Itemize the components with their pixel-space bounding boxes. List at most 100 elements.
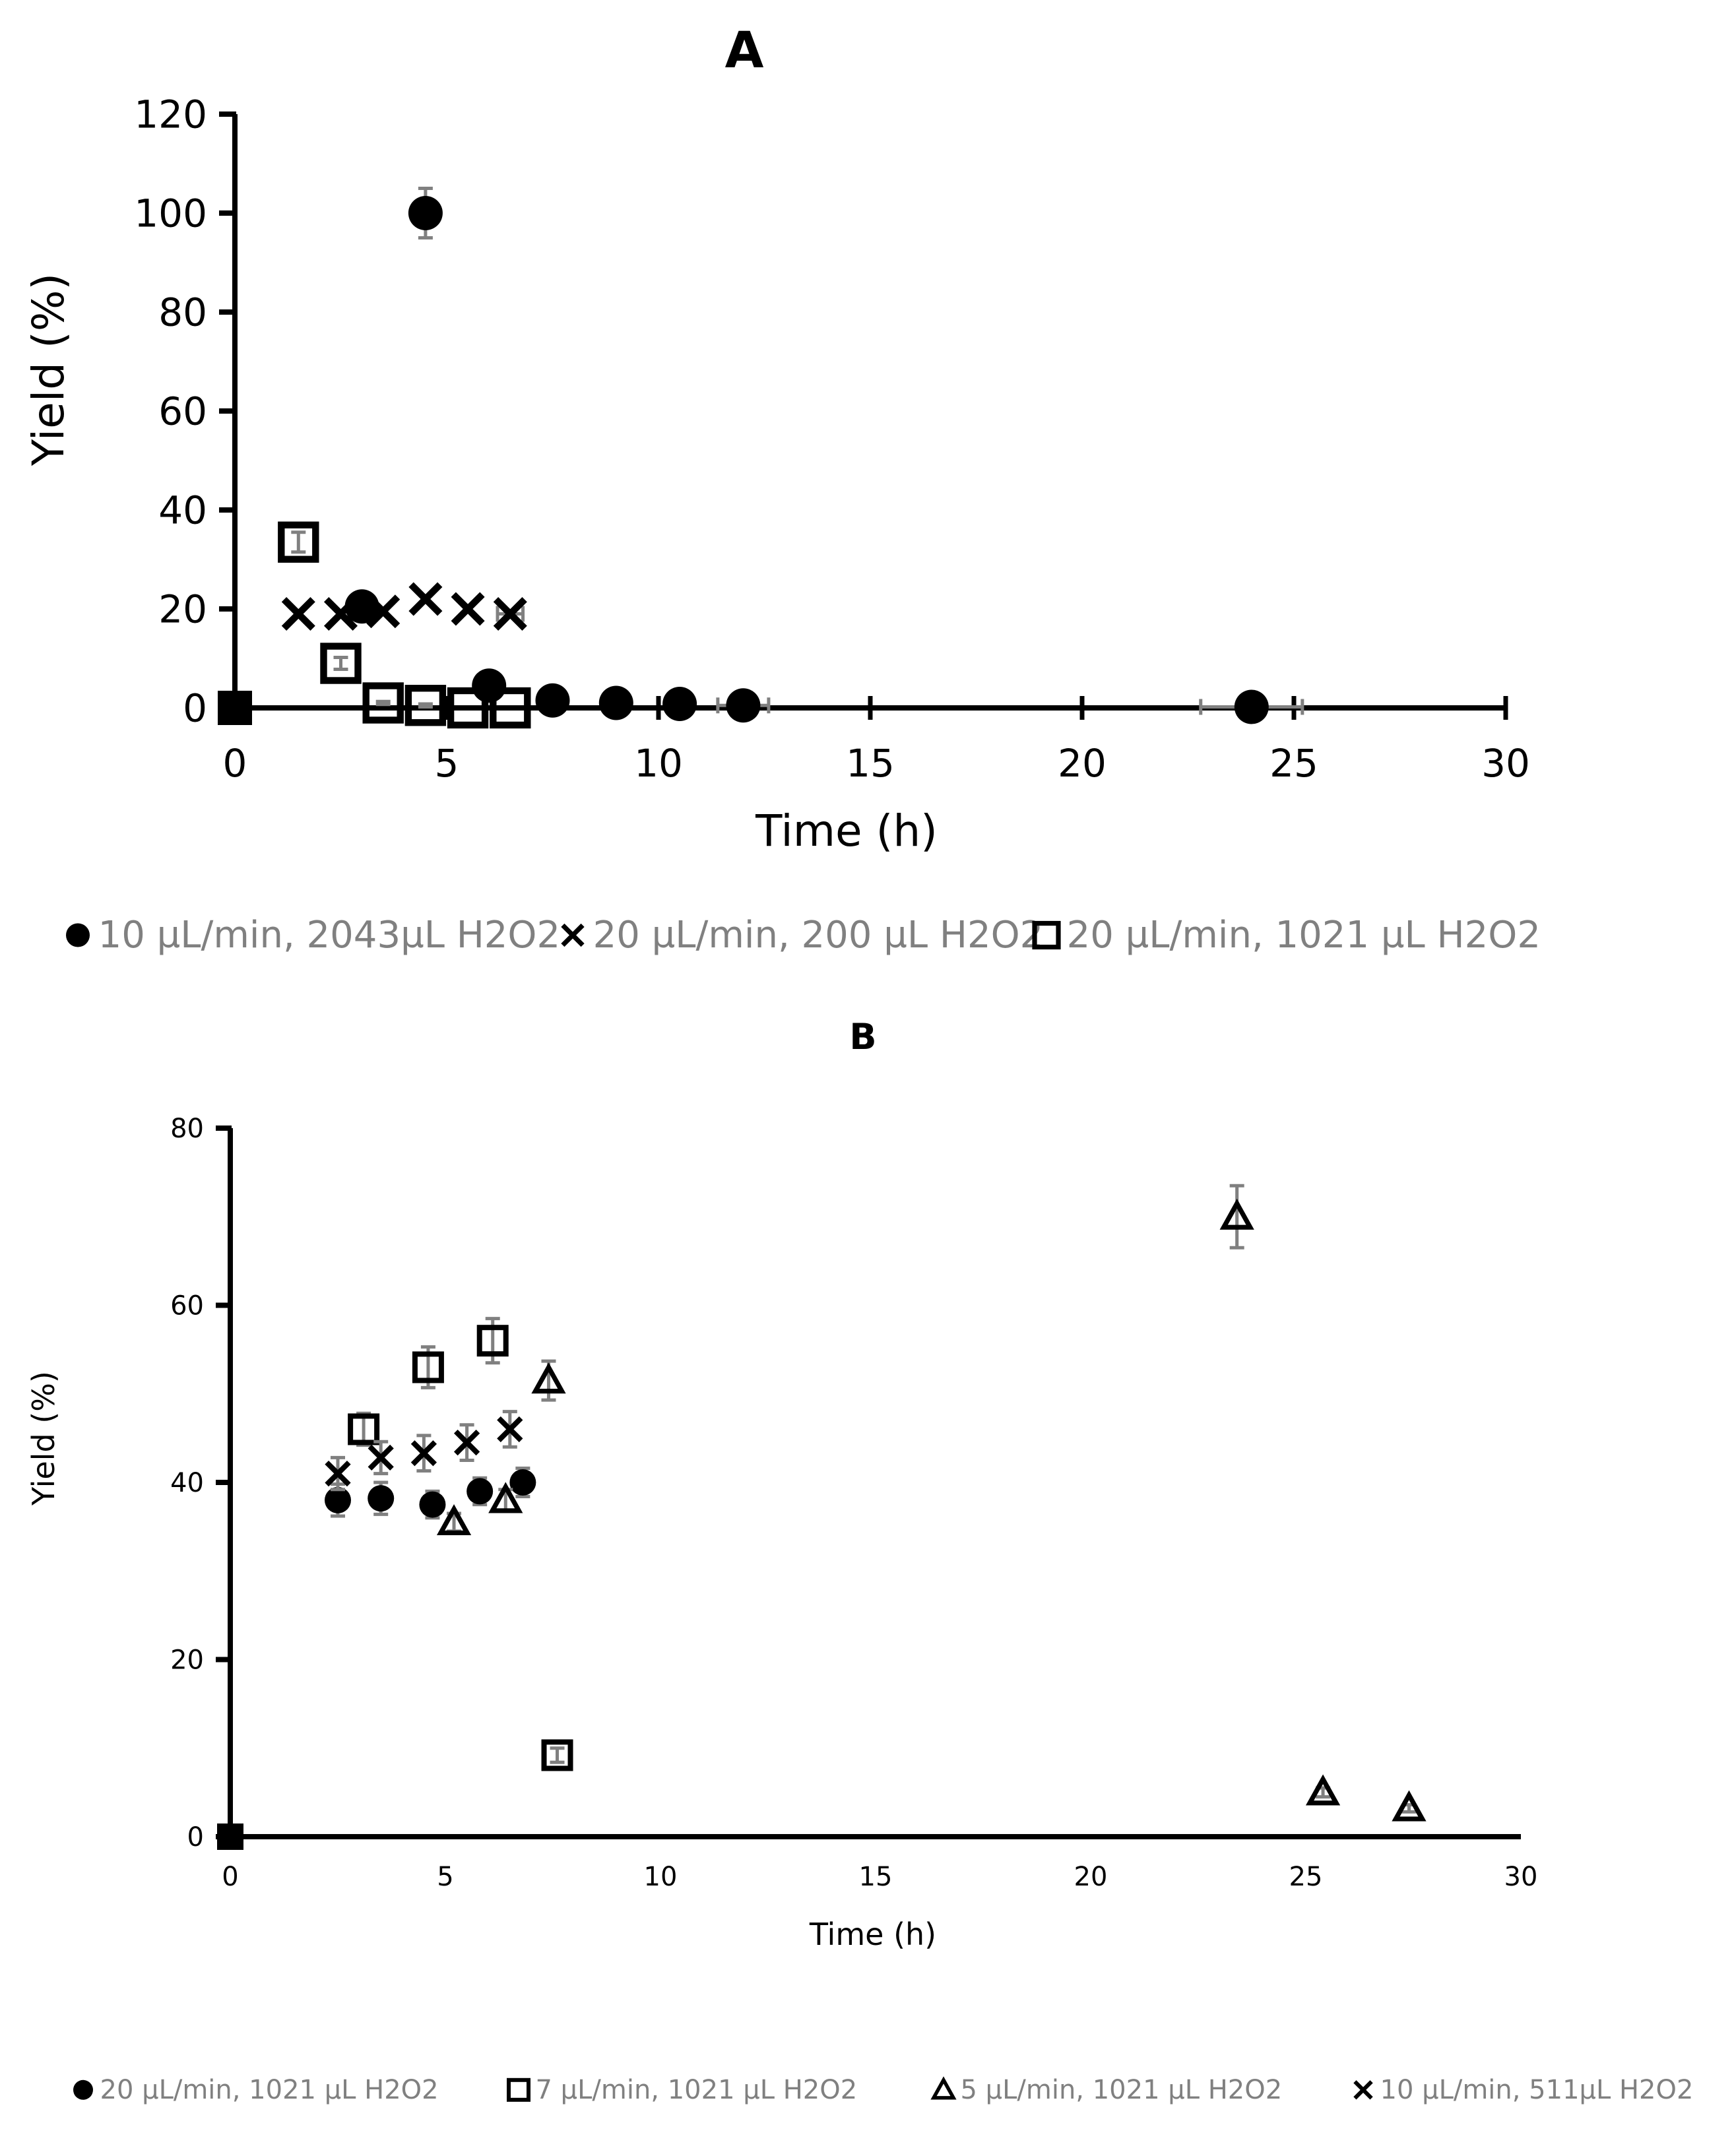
legend-item: 7 µL/min, 1021 µL H2O2	[507, 2075, 858, 2105]
legend-item: 10 µL/min, 2043µL H2O2	[66, 914, 560, 957]
y-tick-label: 80	[170, 1114, 204, 1144]
data-point	[1392, 1790, 1427, 1822]
data-point	[598, 685, 633, 720]
series-3	[218, 521, 531, 729]
data-point	[281, 596, 315, 631]
legend-marker	[507, 2077, 530, 2102]
data-point	[453, 1429, 480, 1456]
data-point	[217, 1823, 243, 1850]
y-ticks-b: 0 20 40 60 80	[170, 1114, 232, 1853]
y-error-bar	[418, 702, 433, 709]
data-point	[218, 691, 252, 725]
y-tick-label: 60	[170, 1291, 204, 1321]
x-axis-label-a: Time (h)	[755, 806, 938, 856]
x-tick-label: 5	[435, 741, 459, 786]
y-error-bar	[375, 699, 391, 707]
legend-label: 20 µL/min, 200 µL H2O2	[593, 914, 1044, 957]
data-point	[662, 687, 697, 721]
legend-a: 10 µL/min, 2043µL H2O2 20 µL/min, 200 µL …	[66, 914, 1541, 957]
y-tick-label: 20	[158, 587, 207, 631]
data-point	[410, 1440, 437, 1467]
legend-item: 20 µL/min, 1021 µL H2O2	[73, 2075, 439, 2105]
y-tick-label: 40	[158, 488, 207, 532]
data-point	[325, 1460, 351, 1487]
x-tick-label: 10	[634, 741, 683, 786]
x-axis-label-b: Time (h)	[809, 1917, 936, 1952]
data-point	[476, 1325, 509, 1357]
x-tick-label: 25	[1289, 1862, 1323, 1892]
data-point	[404, 685, 447, 726]
series-2	[348, 1317, 573, 1771]
data-point	[509, 1469, 536, 1496]
legend-label: 10 µL/min, 2043µL H2O2	[98, 914, 561, 957]
y-tick-label: 60	[158, 389, 207, 433]
x-tick-label: 10	[644, 1862, 678, 1892]
data-point	[531, 1362, 566, 1394]
y-error-bar	[333, 656, 348, 671]
x-tick-label: 30	[1481, 741, 1530, 786]
legend-label: 20 µL/min, 1021 µL H2O2	[100, 2075, 439, 2105]
panel-b: B 0 20 40 60 80 0 5 10 15 20 25 30 Time (h) Yield …	[26, 1016, 1693, 2105]
data-point	[325, 1486, 351, 1513]
legend-item: 5 µL/min, 1021 µL H2O2	[930, 2075, 1282, 2105]
legend-label: 10 µL/min, 511µL H2O2	[1380, 2075, 1694, 2105]
y-error-bar	[291, 530, 306, 554]
data-point	[488, 1482, 523, 1513]
y-tick-label: 120	[134, 92, 207, 137]
legend-marker	[1353, 2080, 1373, 2100]
data-point	[1219, 1198, 1254, 1230]
x-tick-label: 20	[1058, 741, 1107, 786]
chart-title-a: A	[725, 20, 764, 79]
series-3	[436, 1184, 1427, 1822]
data-point	[348, 1413, 380, 1445]
data-point	[497, 1416, 523, 1443]
legend-label: 20 µL/min, 1021 µL H2O2	[1067, 914, 1541, 957]
x-tick-label: 25	[1269, 741, 1318, 786]
y-axis-label-a: Yield (%)	[23, 273, 74, 466]
x-tick-label: 5	[437, 1862, 453, 1892]
data-point	[451, 592, 485, 626]
x-tick-label: 20	[1074, 1862, 1108, 1892]
data-point	[419, 1491, 446, 1518]
x-tick-label: 15	[846, 741, 895, 786]
data-point	[726, 688, 761, 723]
series-1	[218, 187, 1304, 725]
data-point	[408, 196, 443, 230]
data-point	[366, 594, 401, 629]
data-point	[362, 682, 404, 724]
y-error-bar	[550, 1746, 565, 1764]
legend-item: 20 µL/min, 1021 µL H2O2	[1032, 914, 1541, 957]
legend-item: 20 µL/min, 200 µL H2O2	[561, 914, 1044, 957]
legend-marker	[561, 923, 585, 947]
y-axis-label-b: Yield (%)	[26, 1371, 61, 1506]
legend-marker	[66, 923, 90, 947]
x-ticks-a: 0 5 10 15 20 25 30	[223, 696, 1530, 786]
legend-marker	[1032, 920, 1061, 950]
series-4	[325, 1410, 523, 1492]
x-ticks-b: 0 5 10 15 20 25 30	[222, 1862, 1537, 1892]
y-tick-label: 80	[158, 290, 207, 334]
y-ticks-a: 0 20 40 60 80 100 120	[134, 92, 236, 730]
data-point	[278, 521, 319, 563]
y-tick-label: 100	[134, 191, 207, 236]
legend-label: 7 µL/min, 1021 µL H2O2	[536, 2075, 858, 2105]
data-point	[1234, 689, 1269, 724]
legend-item: 10 µL/min, 511µL H2O2	[1353, 2075, 1694, 2105]
data-points-a	[218, 187, 1304, 729]
chart-title-b: B	[849, 1016, 876, 1058]
data-point	[320, 643, 362, 684]
series-2	[281, 582, 527, 631]
data-point	[368, 1485, 395, 1512]
data-point	[490, 687, 531, 729]
data-point	[472, 668, 507, 703]
data-point	[408, 582, 443, 616]
y-tick-label: 40	[170, 1468, 204, 1498]
y-tick-label: 0	[187, 1822, 204, 1853]
y-tick-label: 20	[170, 1645, 204, 1676]
x-tick-label: 0	[223, 741, 247, 786]
data-point	[535, 683, 570, 718]
data-point	[323, 596, 358, 631]
data-point	[1305, 1774, 1341, 1806]
